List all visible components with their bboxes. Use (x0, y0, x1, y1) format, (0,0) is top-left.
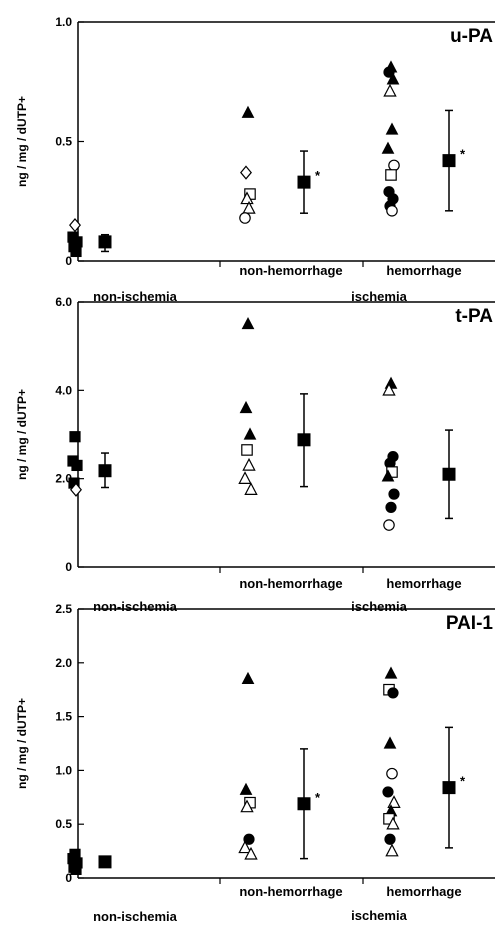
y-tick-label: 0.5 (55, 817, 72, 831)
y-axis-label: ng / mg / dUTP+ (15, 698, 29, 789)
data-point (385, 169, 397, 181)
data-point (70, 245, 82, 258)
data-point (386, 816, 400, 830)
data-point (69, 218, 81, 233)
category-label: hemorrhage (386, 263, 461, 278)
category-label: hemorrhage (386, 884, 461, 899)
y-tick-label: 4.0 (55, 383, 72, 397)
data-point (387, 795, 401, 808)
category-label: non-ischemia (93, 289, 178, 304)
data-point (385, 122, 399, 135)
data-point (381, 469, 395, 482)
data-point (69, 431, 81, 443)
mean-marker (297, 175, 311, 189)
y-tick-label: 0 (65, 560, 72, 574)
data-point (242, 457, 256, 471)
group-label: ischemia (351, 908, 407, 923)
data-point (385, 501, 397, 513)
y-tick-label: 1.5 (55, 710, 72, 724)
data-point (241, 317, 255, 330)
data-point (239, 212, 251, 224)
data-point (242, 200, 256, 214)
y-tick-label: 0.5 (55, 135, 72, 149)
data-point (383, 66, 395, 78)
panel-title: PAI-1 (446, 613, 494, 634)
data-point (383, 83, 397, 97)
mean-marker (297, 433, 311, 447)
y-tick-label: 2.0 (55, 656, 72, 670)
data-point (385, 843, 399, 857)
mean-marker (98, 855, 112, 869)
data-point (241, 444, 253, 456)
data-point (239, 782, 253, 795)
data-point (244, 482, 258, 496)
data-point (388, 488, 400, 500)
chart-panel-2: 0 0.5 1.0 1.5 2.0 2.5 ng / mg / dUTP+ PAI-1 non-… (15, 602, 495, 924)
data-point (243, 427, 257, 440)
group-label: ischemia (351, 599, 407, 614)
data-point (382, 382, 396, 396)
group-label: ischemia (351, 289, 407, 304)
data-point (243, 833, 255, 845)
chart-panel-0: 0 0.5 1.0 ng / mg / dUTP+ u-PA non-ischemia no… (15, 15, 495, 304)
significance-marker: * (315, 168, 321, 183)
data-point (386, 767, 398, 780)
data-point (386, 72, 400, 85)
y-tick-label: 0 (65, 871, 72, 885)
category-label: non-hemorrhage (239, 263, 342, 278)
data-point (241, 105, 255, 118)
data-point (383, 813, 395, 825)
mean-marker (442, 467, 456, 481)
data-point (71, 459, 83, 472)
y-tick-label: 1.0 (55, 763, 72, 777)
data-point (388, 159, 400, 172)
chart-panel-1: 0 2.0 4.0 6.0 ng / mg / dUTP+ t-PA non-ischemi… (15, 295, 495, 614)
y-axis-label: ng / mg / dUTP+ (15, 389, 29, 480)
panel-title: u-PA (450, 26, 493, 47)
y-tick-label: 1.0 (55, 15, 72, 29)
category-label: non-hemorrhage (239, 576, 342, 591)
data-point (383, 736, 397, 749)
data-point (238, 471, 252, 484)
mean-marker (98, 464, 112, 478)
data-point (238, 840, 252, 854)
data-point (383, 519, 395, 531)
significance-marker: * (315, 790, 321, 805)
data-point (241, 671, 255, 685)
significance-marker: * (460, 774, 466, 789)
data-point (70, 482, 82, 497)
data-point (239, 400, 253, 414)
category-label: hemorrhage (386, 576, 461, 591)
category-label: non-ischemia (93, 909, 178, 924)
significance-marker: * (460, 147, 466, 162)
mean-marker (297, 797, 311, 811)
data-point (240, 165, 252, 180)
data-point (384, 666, 398, 679)
y-tick-label: 6.0 (55, 295, 72, 309)
panel-title: t-PA (455, 306, 493, 327)
data-point (381, 141, 395, 154)
mean-marker (442, 781, 456, 795)
y-tick-label: 2.5 (55, 602, 72, 616)
y-tick-label: 0 (65, 254, 72, 268)
data-point (244, 846, 258, 860)
mean-marker (98, 235, 112, 249)
data-point (382, 786, 394, 798)
data-point (70, 863, 82, 875)
data-point (240, 799, 254, 813)
data-point (386, 205, 398, 217)
category-label: non-ischemia (93, 599, 178, 614)
data-point (384, 833, 396, 845)
category-label: non-hemorrhage (239, 884, 342, 899)
data-point (240, 191, 254, 205)
y-tick-label: 2.0 (55, 472, 72, 486)
mean-marker (442, 154, 456, 168)
y-axis-label: ng / mg / dUTP+ (15, 96, 29, 187)
data-point (387, 687, 399, 699)
